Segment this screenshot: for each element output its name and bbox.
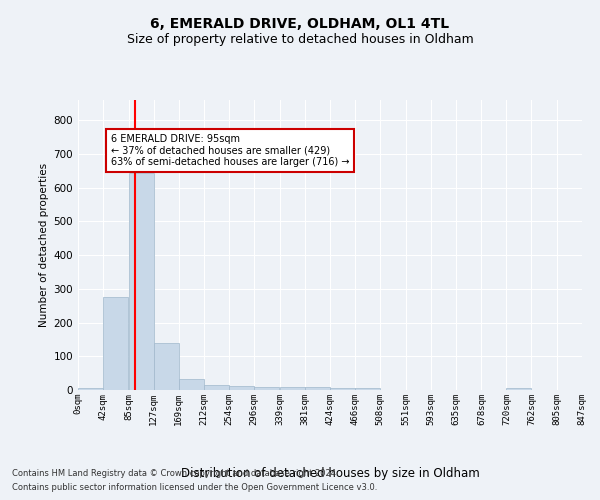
Text: Size of property relative to detached houses in Oldham: Size of property relative to detached ho…: [127, 32, 473, 46]
Bar: [229, 386, 254, 390]
Bar: [254, 386, 279, 390]
Y-axis label: Number of detached properties: Number of detached properties: [40, 163, 49, 327]
Bar: [355, 388, 380, 390]
Bar: [330, 388, 355, 390]
Text: Contains HM Land Registry data © Crown copyright and database right 2024.: Contains HM Land Registry data © Crown c…: [12, 468, 338, 477]
Text: 6, EMERALD DRIVE, OLDHAM, OL1 4TL: 6, EMERALD DRIVE, OLDHAM, OL1 4TL: [151, 18, 449, 32]
Bar: [506, 388, 532, 390]
Bar: [305, 388, 330, 390]
Bar: [280, 388, 305, 390]
Text: 6 EMERALD DRIVE: 95sqm
← 37% of detached houses are smaller (429)
63% of semi-de: 6 EMERALD DRIVE: 95sqm ← 37% of detached…: [111, 134, 349, 167]
Bar: [103, 298, 128, 390]
Bar: [128, 172, 154, 390]
Text: Contains public sector information licensed under the Open Government Licence v3: Contains public sector information licen…: [12, 484, 377, 492]
X-axis label: Distribution of detached houses by size in Oldham: Distribution of detached houses by size …: [181, 466, 479, 479]
Bar: [78, 388, 103, 390]
Bar: [204, 384, 229, 390]
Bar: [154, 344, 179, 390]
Bar: [179, 379, 203, 390]
